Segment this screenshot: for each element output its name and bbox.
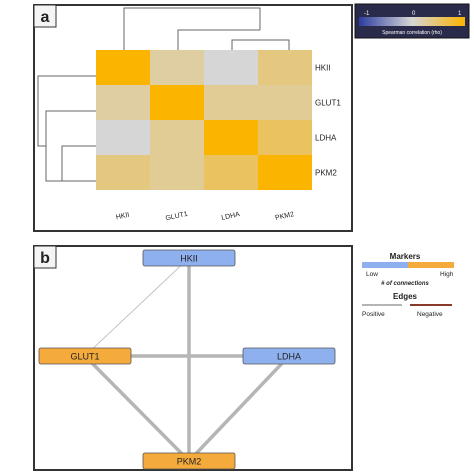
row-labels: HKII GLUT1 LDHA PKM2 bbox=[315, 64, 341, 178]
heatmap-cell bbox=[258, 85, 312, 120]
network-node[interactable]: PKM2 bbox=[142, 452, 236, 470]
legend-high-swatch bbox=[408, 262, 454, 268]
network-node-box bbox=[142, 249, 236, 267]
network-edge bbox=[83, 354, 191, 463]
heatmap-cell bbox=[150, 120, 204, 155]
heatmap-column-label: LDHA bbox=[221, 211, 241, 222]
network-node[interactable]: LDHA bbox=[242, 347, 336, 365]
colorbar-gradient bbox=[359, 17, 465, 26]
heatmap-cell bbox=[96, 155, 150, 190]
network-node-box bbox=[242, 347, 336, 365]
legend-connections-label: # of connections bbox=[381, 281, 429, 287]
heatmap-cell bbox=[204, 85, 258, 120]
legend-markers-title: Markers bbox=[390, 252, 421, 261]
network-legend: Markers Low High # of connections Edges … bbox=[362, 252, 454, 318]
heatmap-row-label: HKII bbox=[315, 64, 331, 73]
heatmap-cell bbox=[204, 120, 258, 155]
legend-high-label: High bbox=[440, 271, 454, 278]
colorbar-tick-min: -1 bbox=[364, 11, 370, 17]
heatmap-column-label: GLUT1 bbox=[165, 211, 189, 223]
panel-b-label-box bbox=[33, 245, 57, 269]
panel-a-label: a bbox=[41, 9, 50, 26]
network-node-label: GLUT1 bbox=[70, 352, 99, 362]
panel-b-label: b bbox=[40, 250, 50, 267]
network-node-label: HKII bbox=[180, 254, 198, 264]
network-node-box bbox=[142, 452, 236, 470]
heatmap-cell bbox=[204, 155, 258, 190]
network-edge bbox=[84, 257, 190, 357]
heatmap-cell bbox=[96, 85, 150, 120]
panel-a-label-box bbox=[33, 4, 57, 28]
heatmap bbox=[96, 50, 312, 190]
legend-positive-label: Positive bbox=[362, 311, 385, 318]
heatmap-cell bbox=[96, 120, 150, 155]
colorbar-tick-max: 1 bbox=[458, 11, 462, 17]
heatmap-column-label: HKII bbox=[115, 212, 130, 222]
network-node-label: LDHA bbox=[277, 352, 301, 362]
network-node[interactable]: GLUT1 bbox=[38, 347, 132, 365]
network-nodes: HKII GLUT1 LDHA PKM2 bbox=[38, 249, 336, 470]
heatmap-cell bbox=[96, 50, 150, 85]
heatmap-cell bbox=[150, 85, 204, 120]
heatmap-cell bbox=[258, 155, 312, 190]
colorbar-caption: Spearman correlation (rho) bbox=[382, 30, 442, 36]
heatmap-column-label: PKM2 bbox=[275, 211, 295, 222]
network-edge bbox=[187, 354, 291, 463]
column-labels: HKII GLUT1 LDHA PKM2 bbox=[115, 211, 295, 223]
heatmap-row-label: PKM2 bbox=[315, 169, 337, 178]
network-node[interactable]: HKII bbox=[142, 249, 236, 267]
heatmap-cell bbox=[204, 50, 258, 85]
heatmap-cell bbox=[258, 50, 312, 85]
row-dendrogram bbox=[37, 75, 96, 182]
heatmap-cell bbox=[258, 120, 312, 155]
colorbar-tick-mid: 0 bbox=[412, 11, 416, 17]
column-dendrogram bbox=[123, 7, 290, 50]
network-node-label: PKM2 bbox=[177, 457, 202, 467]
legend-negative-label: Negative bbox=[417, 311, 443, 318]
network-node-box bbox=[38, 347, 132, 365]
heatmap-row-label: LDHA bbox=[315, 134, 337, 143]
heatmap-cell bbox=[150, 155, 204, 190]
legend-edges-title: Edges bbox=[393, 292, 418, 301]
legend-low-label: Low bbox=[366, 271, 378, 278]
legend-low-swatch bbox=[362, 262, 408, 268]
heatmap-row-label: GLUT1 bbox=[315, 99, 341, 108]
heatmap-cell bbox=[150, 50, 204, 85]
